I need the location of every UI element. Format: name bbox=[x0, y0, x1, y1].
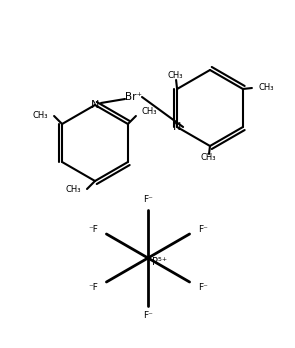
Text: CH₃: CH₃ bbox=[142, 108, 158, 117]
Text: CH₃: CH₃ bbox=[200, 153, 216, 163]
Text: ⁻F: ⁻F bbox=[88, 283, 98, 292]
Text: CH₃: CH₃ bbox=[65, 184, 81, 193]
Text: ⁻F: ⁻F bbox=[88, 224, 98, 234]
Text: Br⁺: Br⁺ bbox=[124, 92, 142, 102]
Text: F⁻: F⁻ bbox=[143, 311, 153, 321]
Text: N: N bbox=[173, 122, 181, 132]
Text: F⁻: F⁻ bbox=[143, 196, 153, 205]
Text: CH₃: CH₃ bbox=[32, 111, 48, 120]
Text: F⁻: F⁻ bbox=[198, 283, 208, 292]
Text: CH₃: CH₃ bbox=[167, 71, 183, 79]
Text: N: N bbox=[91, 100, 99, 110]
Text: P⁵⁺: P⁵⁺ bbox=[152, 257, 167, 267]
Text: F⁻: F⁻ bbox=[198, 224, 208, 234]
Text: CH₃: CH₃ bbox=[259, 82, 274, 92]
